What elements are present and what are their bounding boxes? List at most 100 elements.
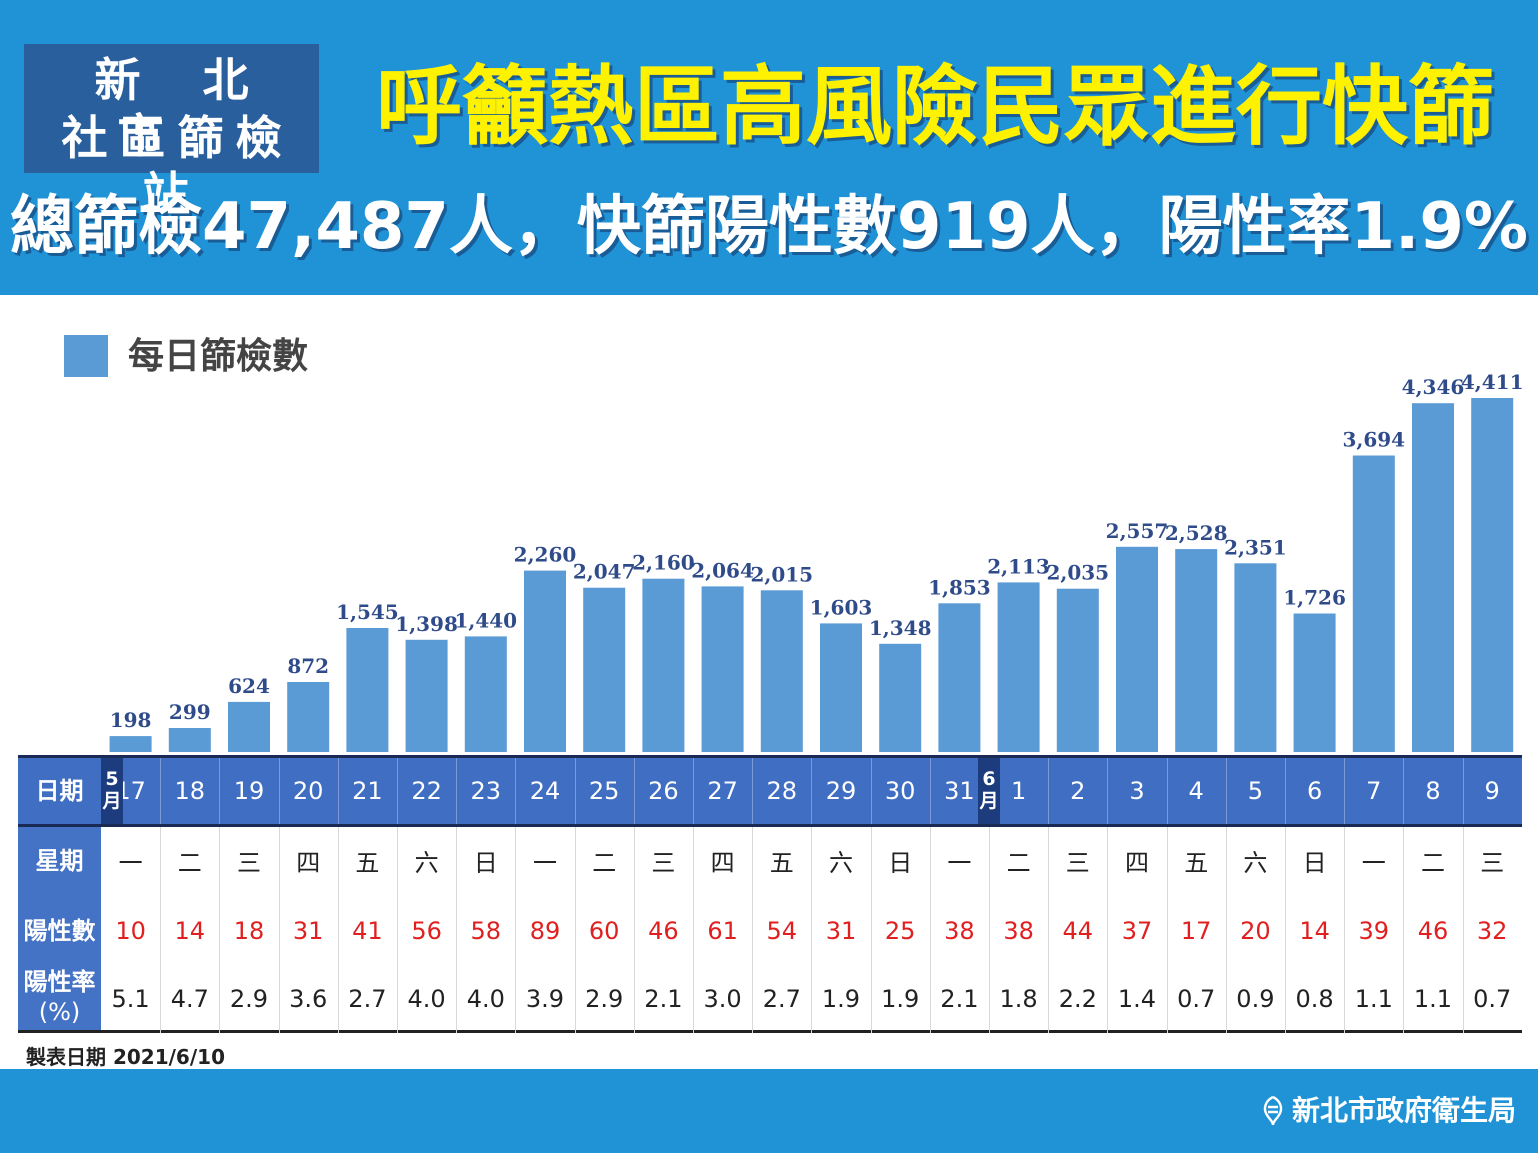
- data-label: 299: [169, 700, 211, 724]
- weekday-cell: 六: [414, 849, 439, 877]
- month-number: 6: [982, 768, 996, 790]
- date-divider: [1403, 758, 1405, 824]
- weekday-cell: 二: [177, 849, 202, 877]
- column-divider: [1107, 827, 1109, 1033]
- date-cell: 19: [233, 777, 265, 805]
- weekday-cell: 一: [1361, 849, 1386, 877]
- date-divider: [160, 758, 162, 824]
- positive-cell: 17: [1180, 917, 1212, 945]
- column-divider: [1048, 827, 1050, 1033]
- date-cell: 5: [1247, 777, 1264, 805]
- weekday-cell: 日: [1302, 849, 1327, 877]
- column-divider: [219, 827, 221, 1033]
- weekday-cell: 六: [1243, 849, 1268, 877]
- bar: [1116, 546, 1158, 752]
- date-divider: [397, 758, 398, 824]
- positive-cell: 25: [884, 917, 916, 945]
- positive-cell: 39: [1358, 917, 1390, 945]
- rate-cell: 1.1: [1354, 985, 1393, 1013]
- date-cell: 27: [707, 777, 738, 805]
- positive-cell: 56: [411, 917, 442, 945]
- rate-cell: 1.4: [1117, 985, 1157, 1013]
- date-cell: 23: [470, 777, 502, 805]
- rate-cell: 1.9: [821, 985, 861, 1013]
- weekday-cell: 三: [651, 849, 676, 877]
- weekday-cell: 二: [1420, 849, 1445, 877]
- date-divider: [1107, 758, 1109, 824]
- data-label: 4,346: [1402, 375, 1465, 399]
- badge-line-city: 新北市: [94, 53, 311, 163]
- date-row: 日期 17 18 19 20 21 22 23 24 25 26 27 28 29 30 31 1 2 3 4 5 6 7 8…: [18, 755, 1522, 827]
- row-header-rate: 陽性率: [23, 968, 96, 996]
- column-divider: [160, 827, 162, 1033]
- weekday-cell: 一: [947, 849, 972, 877]
- date-cell: 25: [588, 777, 620, 805]
- bar: [1175, 549, 1218, 752]
- weekday-cell: 三: [236, 849, 261, 877]
- data-label: 198: [110, 708, 152, 732]
- bar: [1056, 588, 1099, 752]
- positive-cell: 20: [1240, 917, 1271, 945]
- data-label: 1,440: [454, 608, 517, 632]
- date-cell: 9: [1484, 777, 1500, 805]
- rate-cell: 2.1: [644, 985, 683, 1013]
- date-divider: [456, 758, 458, 824]
- positive-cell: 60: [588, 917, 620, 945]
- health-bureau-logo-icon: [1263, 1095, 1283, 1126]
- date-cell: 26: [648, 777, 679, 805]
- rate-cell: 4.7: [170, 985, 209, 1013]
- rate-cell: 3.9: [525, 985, 565, 1013]
- bar: [760, 590, 803, 752]
- date-cell: 24: [529, 777, 561, 805]
- data-label: 2,528: [1165, 521, 1228, 545]
- bar: [1352, 455, 1395, 752]
- column-divider: [397, 827, 398, 1033]
- bar: [701, 586, 744, 752]
- data-label: 2,064: [691, 558, 754, 582]
- header-banner: 新北市 社區篩檢站 呼籲熱區高風險民眾進行快篩 總篩檢47,487人，快篩陽性數…: [0, 0, 1538, 295]
- weekday-cell: 五: [769, 849, 794, 877]
- data-label: 1,853: [928, 575, 991, 599]
- data-label: 2,557: [1106, 519, 1169, 543]
- date-cell: 2: [1070, 777, 1086, 805]
- bar: [879, 643, 922, 752]
- data-label: 2,035: [1046, 561, 1109, 585]
- date-divider: [929, 758, 931, 824]
- date-divider: [278, 758, 280, 824]
- date-cell: 22: [411, 777, 442, 805]
- data-table: 日期 17 18 19 20 21 22 23 24 25 26 27 28 29 30 31 1 2 3 4 5 6 7 8…: [18, 755, 1522, 1033]
- rate-cell: 4.0: [466, 985, 505, 1013]
- month-number: 5: [105, 768, 119, 790]
- date-divider: [870, 758, 872, 824]
- bar: [583, 587, 626, 752]
- bar: [642, 578, 685, 752]
- date-divider: [1285, 758, 1286, 824]
- weekday-cell: 四: [296, 849, 321, 877]
- date-divider: [752, 758, 754, 824]
- bar: [287, 682, 330, 752]
- positive-cell: 44: [1062, 917, 1094, 945]
- positive-cell: 37: [1121, 917, 1153, 945]
- date-cell: 28: [766, 777, 798, 805]
- date-cell: 7: [1366, 777, 1382, 805]
- rate-cell: 0.9: [1236, 985, 1275, 1013]
- bar: [938, 603, 981, 752]
- station-badge: 新北市 社區篩檢站: [24, 44, 319, 221]
- data-label: 2,160: [632, 551, 695, 575]
- positive-cell: 41: [352, 917, 383, 945]
- badge-line-station: 社區篩檢站: [61, 111, 294, 221]
- bar: [1293, 613, 1336, 752]
- positive-cell: 46: [1417, 917, 1449, 945]
- column-divider: [811, 827, 813, 1033]
- data-label: 872: [287, 654, 329, 678]
- date-cell: 20: [292, 777, 324, 805]
- footer-banner: 新北市政府衛生局: [0, 1069, 1538, 1153]
- data-label: 2,351: [1224, 535, 1287, 559]
- bar: [228, 701, 270, 752]
- date-divider: [515, 758, 517, 824]
- date-cell: 31: [944, 777, 975, 805]
- column-divider: [574, 827, 576, 1033]
- column-divider: [929, 827, 931, 1033]
- weekday-cell: 二: [1006, 849, 1031, 877]
